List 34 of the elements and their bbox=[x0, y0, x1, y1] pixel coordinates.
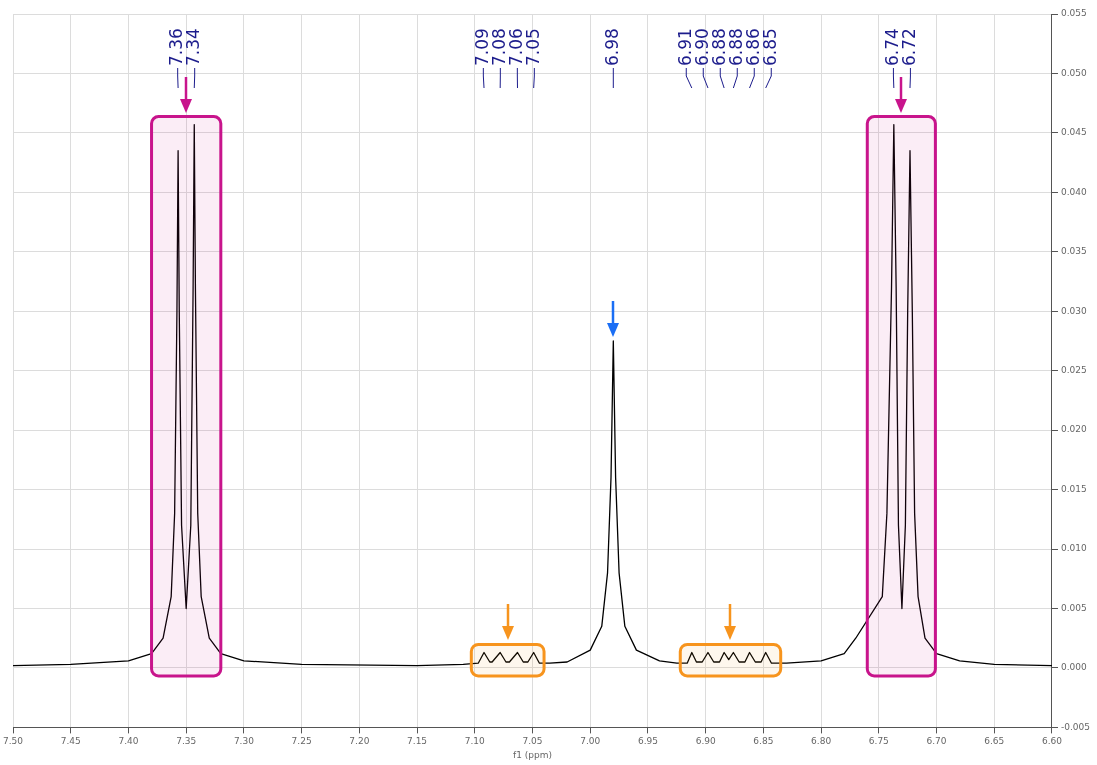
x-tick-label: 7.35 bbox=[176, 736, 197, 747]
x-tick-label: 6.65 bbox=[984, 736, 1005, 747]
x-tick-label: 7.25 bbox=[291, 736, 312, 747]
x-tick-label: 6.60 bbox=[1041, 736, 1063, 747]
y-tick-label: 0.010 bbox=[1060, 543, 1088, 554]
y-tick-label: 0.040 bbox=[1060, 186, 1088, 197]
x-tick-label: 6.95 bbox=[637, 736, 658, 747]
x-tick-label: 7.40 bbox=[118, 736, 139, 747]
x-tick-label: 7.50 bbox=[3, 736, 24, 747]
y-tick-label: 0.055 bbox=[1060, 8, 1087, 19]
y-tick-label: 0.030 bbox=[1060, 305, 1088, 316]
x-tick-label: 7.30 bbox=[233, 736, 255, 747]
x-tick-label: 7.10 bbox=[464, 736, 486, 747]
x-tick-label: 7.20 bbox=[349, 736, 370, 747]
x-tick-label: 7.45 bbox=[60, 736, 81, 747]
y-tick-label: 0.025 bbox=[1060, 365, 1087, 376]
x-tick-label: 7.05 bbox=[522, 736, 543, 747]
y-tick-label: 0.035 bbox=[1060, 246, 1087, 257]
x-tick-label: 6.90 bbox=[695, 736, 716, 747]
y-tick-label: 0.050 bbox=[1060, 67, 1088, 78]
x-tick-label: 6.80 bbox=[811, 736, 832, 747]
x-tick-label: 7.15 bbox=[407, 736, 428, 747]
annotation: 6.98 bbox=[601, 28, 622, 66]
x-axis-title: f1 (ppm) bbox=[513, 749, 552, 760]
x-tick-label: 6.85 bbox=[753, 736, 774, 747]
x-tick-label: 6.75 bbox=[868, 736, 889, 747]
y-tick-label: 0.045 bbox=[1060, 127, 1087, 138]
x-tick-label: 7.00 bbox=[580, 736, 601, 747]
y-tick-label: -0.005 bbox=[1060, 721, 1090, 732]
y-tick-label: 0.000 bbox=[1060, 662, 1088, 673]
y-tick-label: 0.005 bbox=[1060, 602, 1087, 613]
x-tick-label: 6.70 bbox=[926, 736, 947, 747]
y-tick-label: 0.020 bbox=[1060, 424, 1088, 435]
y-tick-label: 0.015 bbox=[1060, 483, 1087, 494]
